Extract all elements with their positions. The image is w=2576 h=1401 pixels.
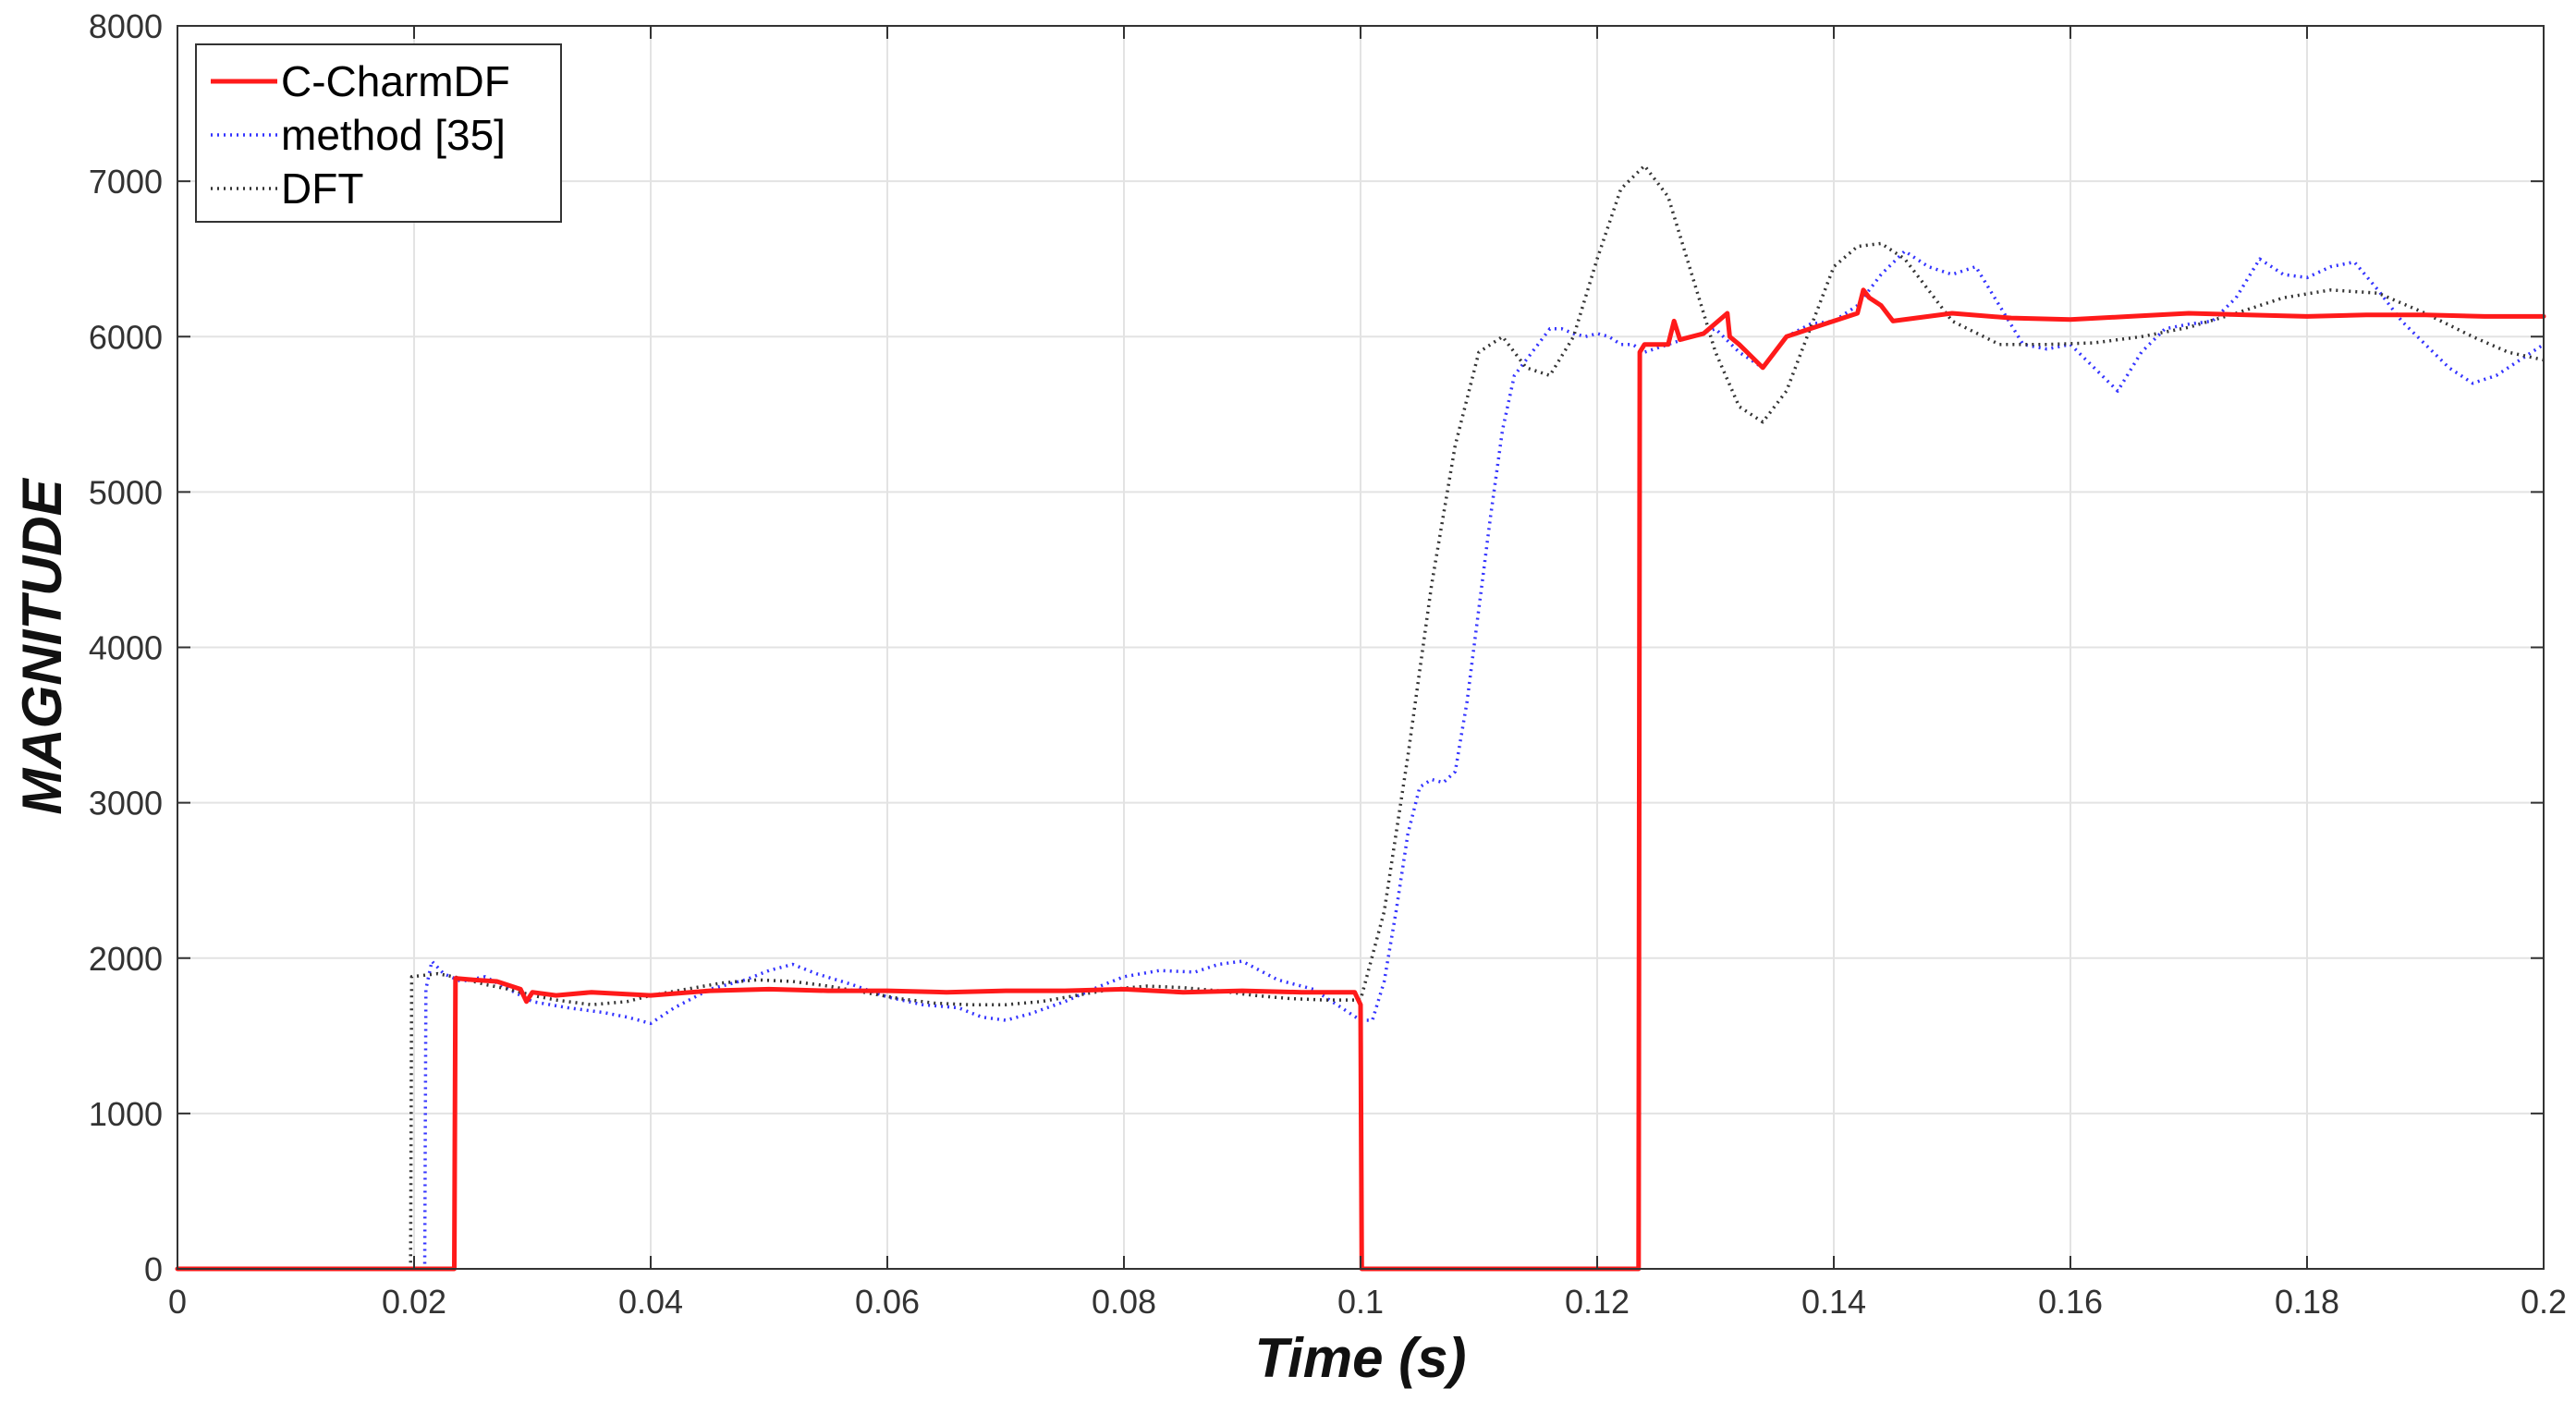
y-tick-label: 5000 — [89, 473, 163, 511]
x-tick-label: 0.18 — [2275, 1283, 2339, 1321]
legend: C-CharmDF method [35] DFT — [195, 43, 562, 223]
series-layer — [175, 164, 2546, 1272]
x-tick-label: 0.16 — [2038, 1283, 2103, 1321]
x-tick-labels: 0 0.02 0.04 0.06 0.08 0.1 0.12 0.14 0.16 0.18 0.2 — [168, 1283, 2567, 1321]
y-tick-label: 0 — [144, 1250, 163, 1288]
legend-label: C-CharmDF — [281, 57, 510, 105]
y-tick-label: 1000 — [89, 1095, 163, 1133]
x-tick-label: 0.02 — [382, 1283, 446, 1321]
y-axis-title: MAGNITUDE — [11, 477, 73, 814]
y-tick-label: 6000 — [89, 318, 163, 356]
x-tick-label: 0 — [168, 1283, 187, 1321]
x-tick-label: 0.04 — [618, 1283, 683, 1321]
y-tick-label: 7000 — [89, 163, 163, 201]
x-tick-label: 0.1 — [1337, 1283, 1384, 1321]
x-tick-label: 0.08 — [1092, 1283, 1156, 1321]
y-tick-labels: 0 1000 2000 3000 4000 5000 6000 7000 8000 — [89, 7, 163, 1288]
x-axis-title: Time (s) — [1255, 1327, 1467, 1389]
x-tick-label: 0.12 — [1565, 1283, 1630, 1321]
legend-box — [195, 43, 562, 223]
y-tick-label: 2000 — [89, 940, 163, 978]
x-tick-label: 0.2 — [2521, 1283, 2567, 1321]
y-tick-label: 8000 — [89, 7, 163, 45]
tick-marks — [177, 25, 2545, 1270]
x-tick-label: 0.06 — [855, 1283, 920, 1321]
y-tick-label: 3000 — [89, 785, 163, 822]
series-line-method-35 — [177, 250, 2545, 1271]
legend-label: DFT — [281, 164, 363, 213]
x-tick-label: 0.14 — [1801, 1283, 1866, 1321]
y-tick-label: 4000 — [89, 629, 163, 667]
legend-label: method [35] — [281, 111, 506, 159]
series-line-c-charmdf — [175, 287, 2546, 1272]
